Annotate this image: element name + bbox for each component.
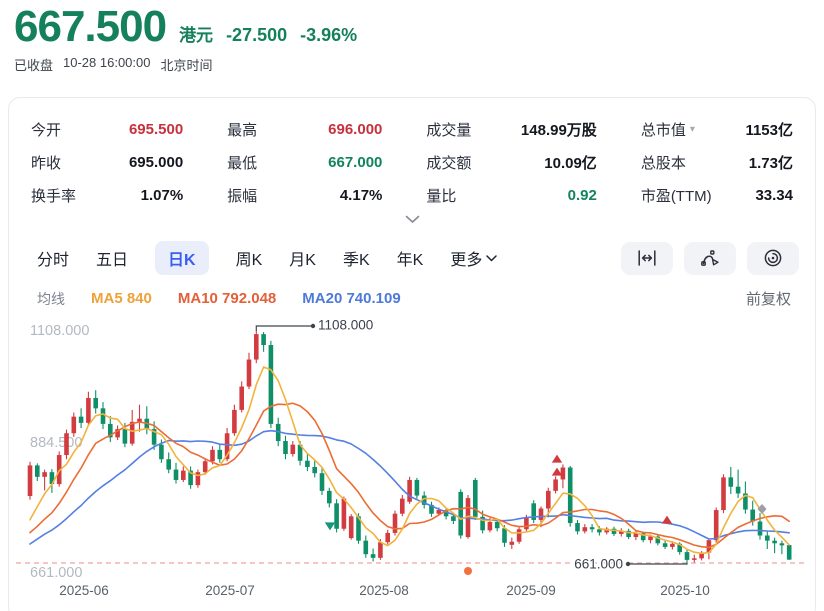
- tab-more[interactable]: 更多: [450, 241, 498, 275]
- timezone-label: 北京时间: [160, 57, 213, 73]
- price-change-percent: -3.96%: [300, 25, 358, 45]
- svg-text:1108.000: 1108.000: [318, 318, 373, 333]
- chevron-down-icon: [486, 254, 498, 261]
- svg-text:2025-09: 2025-09: [506, 583, 556, 598]
- svg-text:2025-08: 2025-08: [359, 583, 409, 598]
- draw-indicator-button[interactable]: [684, 241, 736, 275]
- stat-pe-ttm: 市盈(TTM) 33.34: [640, 187, 793, 205]
- market-status: 已收盘: [14, 57, 54, 73]
- quote-time: 10-28 16:00:00: [63, 54, 151, 70]
- stat-prev-close: 昨收 695.000: [31, 154, 184, 172]
- tab-five-day[interactable]: 五日: [96, 252, 129, 269]
- ma20-value: MA20 740.109: [302, 290, 401, 307]
- stat-market-cap[interactable]: 总市值 ▾ 1153亿: [640, 122, 793, 139]
- svg-text:2025-06: 2025-06: [59, 583, 109, 598]
- fit-width-button[interactable]: [621, 241, 673, 275]
- svg-text:661.000: 661.000: [30, 565, 82, 581]
- stat-volume-ratio: 量比 0.92: [426, 187, 597, 205]
- stat-total-shares: 总股本 1.73亿: [640, 155, 793, 172]
- caret-down-icon: ▾: [689, 124, 695, 135]
- quote-card: 今开 695.500 最高 696.000 成交量 148.99万股 总市值 ▾ …: [8, 97, 816, 611]
- tab-yearly-k[interactable]: 年K: [396, 252, 424, 269]
- tab-monthly-k[interactable]: 月K: [289, 252, 316, 269]
- svg-text:2025-07: 2025-07: [205, 583, 255, 598]
- stats-grid: 今开 695.500 最高 696.000 成交量 148.99万股 总市值 ▾ …: [9, 98, 815, 212]
- stat-amplitude: 振幅 4.17%: [227, 187, 383, 205]
- chevron-down-icon: [405, 215, 419, 223]
- stat-turnover-rate: 换手率 1.07%: [31, 187, 184, 205]
- adjust-mode-label[interactable]: 前复权: [745, 291, 791, 308]
- chart-toolbar: [621, 241, 799, 275]
- radar-icon: [764, 249, 782, 267]
- price-change: -27.500: [226, 25, 288, 45]
- ma10-value: MA10 792.048: [177, 290, 277, 307]
- svg-text:1108.000: 1108.000: [30, 323, 89, 339]
- ma-legend: 均线 MA5 840 MA10 792.048 MA20 740.109 前复权: [9, 275, 815, 309]
- stat-volume: 成交量 148.99万股: [426, 122, 597, 139]
- last-price: 667.500: [14, 2, 167, 51]
- quote-header: 667.500 港元 -27.500 -3.96% 已收盘 10-28 16:0…: [14, 2, 357, 74]
- fit-width-icon: [638, 250, 656, 266]
- stat-high: 最高 696.000: [227, 121, 383, 139]
- currency-label: 港元: [179, 26, 214, 45]
- ma-legend-title: 均线: [37, 290, 65, 307]
- ma5-value: MA5 840: [91, 290, 152, 307]
- collapse-stats-button[interactable]: [9, 212, 815, 230]
- period-tabbar: 分时 五日 日K 周K 月K 季K 年K 更多: [9, 230, 815, 275]
- stat-turnover: 成交额 10.09亿: [426, 155, 597, 172]
- tab-weekly-k[interactable]: 周K: [235, 252, 263, 269]
- svg-text:884.500: 884.500: [30, 435, 82, 451]
- draw-indicator-icon: [701, 250, 719, 266]
- candlestick-chart[interactable]: 1108.000 884.500 661.000 2025-06 2025-07 2025…: [0, 315, 824, 611]
- stat-low: 最低 667.000: [227, 154, 383, 172]
- svg-text:2025-10: 2025-10: [660, 583, 710, 598]
- tab-daily-k[interactable]: 日K: [155, 241, 209, 275]
- radar-button[interactable]: [747, 241, 799, 275]
- stat-open: 今开 695.500: [31, 121, 184, 139]
- svg-text:661.000: 661.000: [574, 557, 623, 572]
- tab-minute[interactable]: 分时: [37, 252, 70, 269]
- tab-quarterly-k[interactable]: 季K: [342, 252, 370, 269]
